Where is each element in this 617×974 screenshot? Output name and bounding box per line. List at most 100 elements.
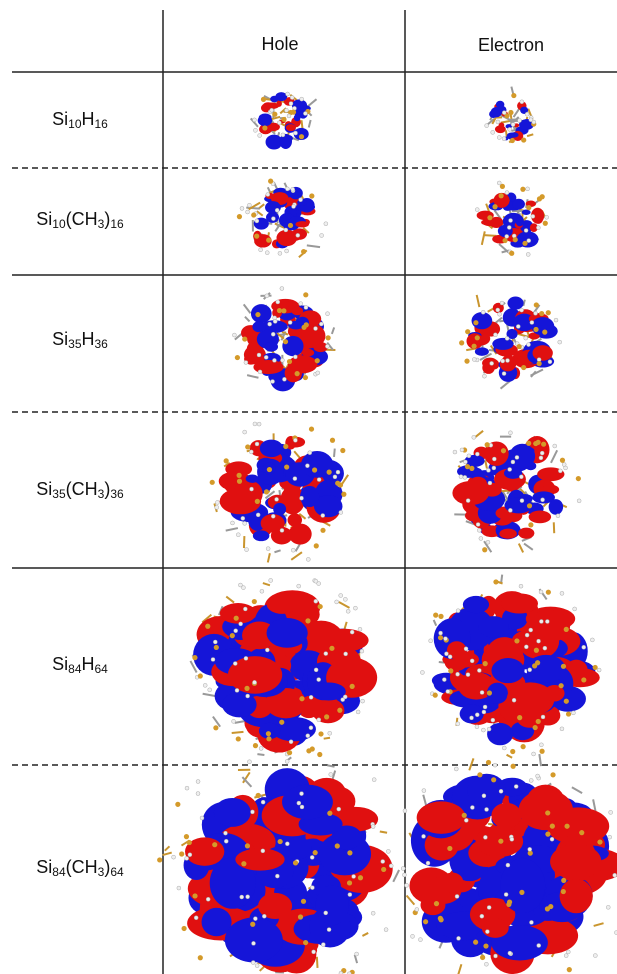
bond: [477, 295, 480, 307]
formula-text: H: [82, 109, 95, 129]
atom: [245, 843, 250, 848]
atom: [491, 130, 495, 134]
atom: [543, 221, 548, 226]
bond: [274, 550, 280, 552]
formula-subscript: 35: [52, 487, 66, 501]
atom: [446, 689, 450, 693]
atom: [499, 193, 504, 198]
atom: [285, 842, 289, 846]
atom: [286, 92, 290, 96]
atom: [513, 237, 518, 242]
atom: [541, 498, 545, 502]
atom: [582, 645, 586, 649]
atom: [541, 442, 546, 447]
bond: [501, 381, 511, 389]
atom: [278, 251, 282, 255]
atom: [253, 743, 258, 748]
atom: [297, 801, 301, 805]
atom: [536, 774, 540, 778]
atom: [386, 849, 390, 853]
atom: [324, 222, 328, 226]
atom: [487, 690, 492, 695]
atom: [439, 631, 443, 635]
atom: [467, 454, 471, 458]
orbital-lobe: [463, 596, 489, 613]
atom: [210, 480, 215, 485]
atom: [282, 377, 286, 381]
atom: [265, 294, 269, 298]
atom: [480, 955, 485, 960]
atom: [535, 440, 540, 445]
atom: [247, 203, 251, 207]
bond: [484, 235, 496, 236]
formula-subscript: 64: [95, 662, 109, 676]
atom: [541, 715, 545, 719]
atom: [310, 886, 314, 890]
atom: [213, 640, 217, 644]
bond: [458, 964, 462, 974]
atom: [241, 861, 246, 866]
atom: [443, 637, 447, 641]
atom: [550, 824, 555, 829]
atom: [301, 325, 306, 330]
atom: [205, 624, 210, 629]
atom: [279, 720, 284, 725]
bond: [551, 450, 557, 463]
atom: [459, 340, 464, 345]
atom: [253, 422, 257, 426]
orbital-lobe: [417, 801, 466, 834]
atom: [324, 714, 329, 719]
formula-text: (CH: [66, 857, 98, 877]
bond: [572, 787, 582, 793]
atom: [300, 97, 304, 101]
atom: [472, 435, 476, 439]
atom: [507, 899, 512, 904]
bond: [165, 846, 170, 850]
atom: [613, 873, 617, 877]
atom: [403, 809, 407, 813]
atom: [232, 719, 236, 723]
atom: [303, 375, 308, 380]
atom: [494, 954, 498, 958]
atom: [448, 668, 453, 673]
atom: [456, 672, 460, 676]
orbital-lobe: [527, 655, 566, 683]
atom: [546, 590, 551, 595]
orbital-lobe: [251, 304, 272, 323]
atom: [283, 444, 288, 449]
atom: [411, 934, 415, 938]
atom: [287, 359, 292, 364]
bond: [291, 552, 302, 560]
atom: [564, 699, 569, 704]
atom: [262, 125, 267, 130]
atom: [175, 802, 180, 807]
orbital-lobe: [482, 918, 509, 938]
atom: [247, 760, 251, 764]
atom: [355, 952, 359, 956]
atom: [553, 444, 557, 448]
atom: [483, 943, 488, 948]
atom: [255, 312, 260, 317]
atom: [268, 322, 272, 326]
atom: [304, 305, 308, 309]
atom: [550, 837, 554, 841]
atom: [271, 332, 275, 336]
atom: [316, 371, 320, 375]
atom: [268, 179, 273, 184]
atom: [517, 715, 522, 720]
atom: [224, 458, 229, 463]
atom: [526, 187, 530, 191]
atom: [358, 627, 362, 631]
bond: [332, 327, 334, 334]
formula-text: Si: [52, 109, 68, 129]
atom: [590, 638, 594, 642]
atom: [306, 734, 310, 738]
orbital-render: [485, 87, 537, 144]
atom: [309, 726, 313, 730]
atom: [223, 831, 227, 835]
formula-text: (CH: [66, 479, 98, 499]
atom: [447, 846, 452, 851]
atom: [521, 744, 526, 749]
atom: [196, 792, 200, 796]
atom: [339, 510, 343, 514]
